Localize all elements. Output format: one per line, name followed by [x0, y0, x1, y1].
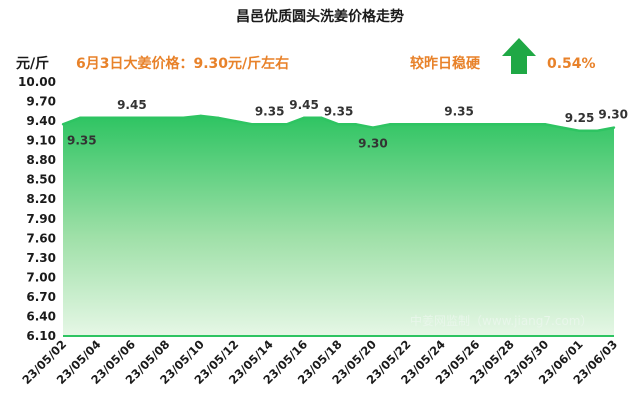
watermark: 中姜网监制（www.jiang7.com）	[410, 313, 592, 328]
y-tick-label: 7.90	[26, 212, 56, 226]
data-label: 9.30	[598, 108, 628, 122]
data-point	[337, 123, 340, 126]
data-point	[595, 129, 598, 132]
data-label: 9.35	[255, 104, 285, 118]
y-axis-unit: 元/斤	[16, 55, 49, 72]
data-label: 9.35	[444, 104, 474, 118]
data-point	[61, 123, 65, 126]
x-axis: 23/05/0223/05/0423/05/0623/05/0823/05/10…	[19, 337, 620, 387]
area-fill	[63, 115, 614, 337]
data-label: 9.30	[358, 137, 388, 151]
data-point	[130, 116, 134, 120]
data-point	[216, 116, 220, 120]
y-tick-label: 7.30	[26, 251, 56, 265]
data-label: 9.25	[565, 111, 595, 125]
data-point	[526, 123, 530, 126]
y-tick-label: 6.70	[26, 290, 56, 304]
data-point	[406, 123, 409, 126]
data-point	[268, 123, 271, 126]
data-point	[79, 116, 82, 120]
up-arrow-icon	[502, 38, 536, 74]
y-tick-label: 8.80	[26, 153, 56, 167]
data-point	[234, 119, 237, 123]
y-tick-label: 7.60	[26, 231, 56, 245]
data-point	[612, 126, 616, 129]
data-point	[509, 123, 512, 126]
data-label: 9.35	[67, 133, 97, 147]
headline-price: 6月3日大姜价格：9.30元/斤左右	[76, 55, 289, 72]
data-point	[285, 123, 288, 126]
y-axis: 10.00 9.70 9.40 9.10 8.80 8.50 8.20 7.90 7.60 7.3…	[18, 75, 56, 343]
data-label: 9.35	[324, 104, 354, 118]
y-tick-label: 9.70	[26, 95, 56, 109]
y-tick-label: 6.10	[26, 329, 56, 343]
chart-title: 昌邑优质圆头洗姜价格走势	[236, 8, 404, 25]
data-point	[113, 116, 116, 120]
y-tick-label: 8.50	[26, 173, 56, 187]
data-point	[371, 126, 375, 129]
plot-area	[61, 114, 616, 337]
y-tick-label: 9.10	[26, 134, 56, 148]
data-point	[543, 123, 547, 126]
y-tick-label: 6.40	[26, 309, 56, 323]
data-point	[492, 123, 495, 126]
data-point	[147, 116, 151, 120]
y-tick-label: 10.00	[18, 75, 56, 89]
data-point	[320, 116, 323, 120]
trend-text: 较昨日稳硬	[410, 55, 481, 72]
data-point	[561, 126, 564, 129]
data-point	[165, 116, 168, 120]
data-point	[182, 116, 185, 120]
data-labels: 9.359.45 9.35 9.45 9.359.309.35 9.25 9.30	[67, 98, 628, 151]
data-point	[457, 123, 461, 126]
data-point	[251, 123, 254, 126]
data-label: 9.45	[289, 98, 319, 112]
change-percent: 0.54%	[547, 56, 596, 72]
data-point	[440, 123, 443, 126]
data-point	[578, 129, 581, 132]
data-point	[389, 123, 392, 126]
data-point	[302, 116, 306, 120]
data-point	[354, 123, 357, 126]
data-point	[423, 123, 426, 126]
data-label: 9.45	[117, 98, 147, 112]
y-tick-label: 7.00	[26, 270, 56, 284]
data-point	[475, 123, 478, 126]
data-point	[199, 114, 202, 118]
data-point	[96, 116, 99, 120]
y-tick-label: 8.20	[26, 192, 56, 206]
y-tick-label: 9.40	[26, 114, 56, 128]
